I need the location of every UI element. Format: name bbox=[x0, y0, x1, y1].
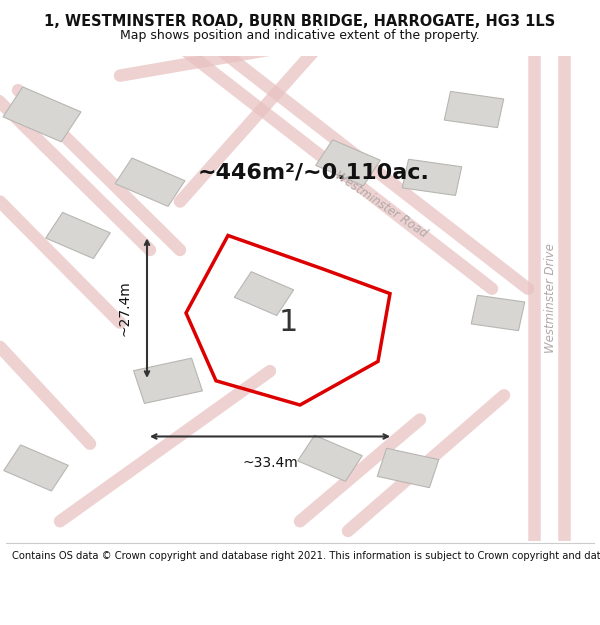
Text: ~33.4m: ~33.4m bbox=[242, 456, 298, 470]
Polygon shape bbox=[316, 140, 380, 186]
Text: Westminster Road: Westminster Road bbox=[332, 168, 430, 240]
Text: 1: 1 bbox=[279, 308, 299, 337]
Text: ~446m²/~0.110ac.: ~446m²/~0.110ac. bbox=[198, 162, 430, 182]
Text: Westminster Drive: Westminster Drive bbox=[544, 244, 557, 353]
Text: Map shows position and indicative extent of the property.: Map shows position and indicative extent… bbox=[120, 29, 480, 42]
Polygon shape bbox=[46, 213, 110, 259]
Polygon shape bbox=[471, 295, 525, 331]
Polygon shape bbox=[134, 358, 202, 403]
Polygon shape bbox=[298, 435, 362, 481]
Polygon shape bbox=[115, 158, 185, 206]
Polygon shape bbox=[444, 91, 504, 128]
Polygon shape bbox=[235, 272, 293, 316]
Text: Contains OS data © Crown copyright and database right 2021. This information is : Contains OS data © Crown copyright and d… bbox=[12, 551, 600, 561]
Polygon shape bbox=[377, 448, 439, 488]
Polygon shape bbox=[402, 159, 462, 196]
Polygon shape bbox=[3, 87, 81, 142]
Text: ~27.4m: ~27.4m bbox=[118, 280, 132, 336]
Polygon shape bbox=[4, 445, 68, 491]
Text: 1, WESTMINSTER ROAD, BURN BRIDGE, HARROGATE, HG3 1LS: 1, WESTMINSTER ROAD, BURN BRIDGE, HARROG… bbox=[44, 14, 556, 29]
